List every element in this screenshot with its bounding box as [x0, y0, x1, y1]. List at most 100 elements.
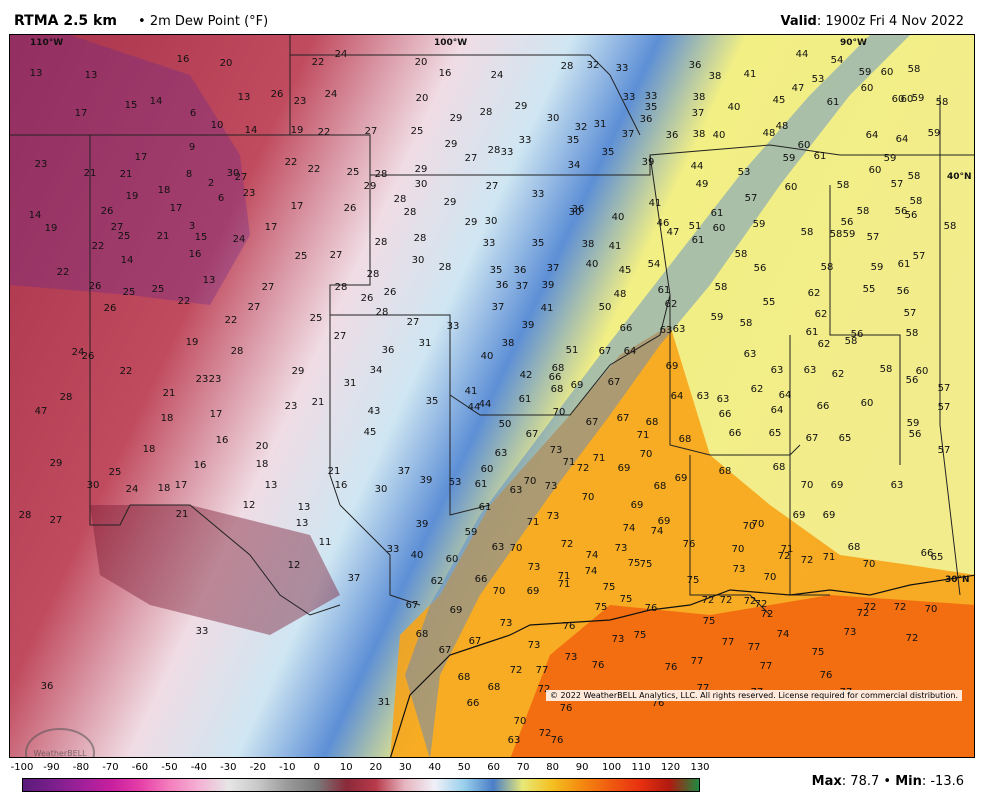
dew-point-value: 75	[703, 616, 716, 627]
dew-point-value: 72	[857, 608, 870, 619]
dew-point-value: 10	[211, 120, 224, 131]
dew-point-value: 76	[652, 698, 665, 709]
dew-point-value: 68	[416, 629, 429, 640]
dew-point-value: 61	[475, 479, 488, 490]
dew-point-value: 73	[528, 562, 541, 573]
dew-point-value: 73	[733, 564, 746, 575]
dew-point-value: 54	[648, 259, 661, 270]
dew-point-value: 67	[406, 600, 419, 611]
colorbar-tick: -60	[131, 762, 149, 773]
dew-point-value: 66	[921, 548, 934, 559]
dew-point-value: 28	[488, 145, 501, 156]
dew-point-value: 70	[863, 559, 876, 570]
dew-point-value: 14	[121, 255, 134, 266]
dew-point-value: 8	[186, 169, 192, 180]
dew-point-value: 71	[558, 579, 571, 590]
dew-point-value: 23	[35, 159, 48, 170]
dew-point-value: 61	[827, 97, 840, 108]
dew-point-value: 59	[907, 418, 920, 429]
dew-point-value: 28	[414, 233, 427, 244]
colorbar-tick: 90	[575, 762, 589, 773]
dew-point-value: 30	[375, 484, 388, 495]
dew-point-value: 29	[465, 217, 478, 228]
dew-point-value: 48	[776, 121, 789, 132]
dew-point-value: 69	[450, 605, 463, 616]
dew-point-value: 70	[764, 572, 777, 583]
dew-point-value: 23	[209, 374, 222, 385]
dew-point-value: 40	[481, 351, 494, 362]
dew-point-value: 18	[161, 413, 174, 424]
colorbar-tick: 120	[660, 762, 681, 773]
dew-point-value: 20	[415, 57, 428, 68]
dew-point-value: 40	[411, 550, 424, 561]
dew-point-value: 58	[857, 206, 870, 217]
dew-point-value: 24	[233, 234, 246, 245]
dew-point-value: 74	[585, 566, 598, 577]
dry-southwest-red	[90, 505, 340, 635]
dew-point-value: 54	[831, 55, 844, 66]
dew-point-value: 58	[845, 336, 858, 347]
dew-point-value: 53	[812, 74, 825, 85]
colorbar-tick: -20	[249, 762, 266, 773]
dew-point-value: 57	[891, 179, 904, 190]
dew-point-value: 44	[691, 161, 704, 172]
valid-time: Valid: 1900z Fri 4 Nov 2022	[780, 14, 964, 29]
dew-point-value: 26	[271, 89, 284, 100]
dew-point-value: 13	[30, 68, 43, 79]
dew-point-value: 13	[85, 70, 98, 81]
dew-point-value: 72	[538, 684, 551, 695]
dew-point-value: 59	[753, 219, 766, 230]
dew-point-value: 69	[831, 480, 844, 491]
dew-point-value: 31	[419, 338, 432, 349]
dew-point-value: 76	[665, 662, 678, 673]
dew-point-value: 75	[640, 559, 653, 570]
dew-point-value: 28	[394, 194, 407, 205]
dew-point-value: 66	[817, 401, 830, 412]
dew-point-value: 35	[426, 396, 439, 407]
colorbar-tick: 30	[398, 762, 412, 773]
dew-point-value: 58	[821, 262, 834, 273]
dew-point-value: 64	[866, 130, 879, 141]
dew-point-value: 38	[502, 338, 515, 349]
product-subtitle: • 2m Dew Point (°F)	[138, 14, 268, 29]
dew-point-value: 43	[368, 406, 381, 417]
dew-point-value: 64	[771, 405, 784, 416]
dew-point-value: 25	[123, 287, 136, 298]
dew-point-value: 73	[500, 618, 513, 629]
dew-point-map: 110°W 100°W 90°W 13 13 16 20 22 24 20 16 24 28 32 33 3…	[9, 34, 975, 758]
dew-point-value: 47	[35, 406, 48, 417]
dew-point-value: 58	[908, 64, 921, 75]
dew-point-value: 60	[861, 398, 874, 409]
dew-point-value: 36	[41, 681, 54, 692]
copyright-notice: © 2022 WeatherBELL Analytics, LLC. All r…	[546, 690, 962, 701]
dew-point-value: 71	[637, 430, 650, 441]
dew-point-value: 39	[416, 519, 429, 530]
dew-point-value: 60	[798, 140, 811, 151]
dew-point-value: 16	[189, 249, 202, 260]
colorbar-tick: -100	[10, 762, 34, 773]
dew-point-value: 28	[375, 169, 388, 180]
dew-point-value: 45	[364, 427, 377, 438]
dew-point-value: 50	[499, 419, 512, 430]
dew-point-value: 57	[913, 251, 926, 262]
dew-point-value: 28	[561, 61, 574, 72]
dew-point-value: 58	[801, 227, 814, 238]
dew-point-value: 57	[938, 402, 951, 413]
dew-point-value: 58	[910, 196, 923, 207]
dew-point-value: 23	[294, 96, 307, 107]
dew-point-value: 17	[265, 222, 278, 233]
dew-point-value: 37	[348, 573, 361, 584]
dew-point-value: 59	[783, 153, 796, 164]
dew-point-value: 73	[844, 627, 857, 638]
dew-point-value: 20	[220, 58, 233, 69]
dew-point-value: 60	[916, 366, 929, 377]
dew-point-value: 63	[492, 542, 505, 553]
dew-point-value: 69	[631, 500, 644, 511]
dew-point-value: 72	[744, 596, 757, 607]
dew-point-value: 67	[806, 433, 819, 444]
dew-point-value: 53	[449, 477, 462, 488]
dew-point-value: 69	[675, 473, 688, 484]
dew-point-value: 56	[754, 263, 767, 274]
colorbar-tick: 0	[313, 762, 320, 773]
dew-point-value: 16	[194, 460, 207, 471]
